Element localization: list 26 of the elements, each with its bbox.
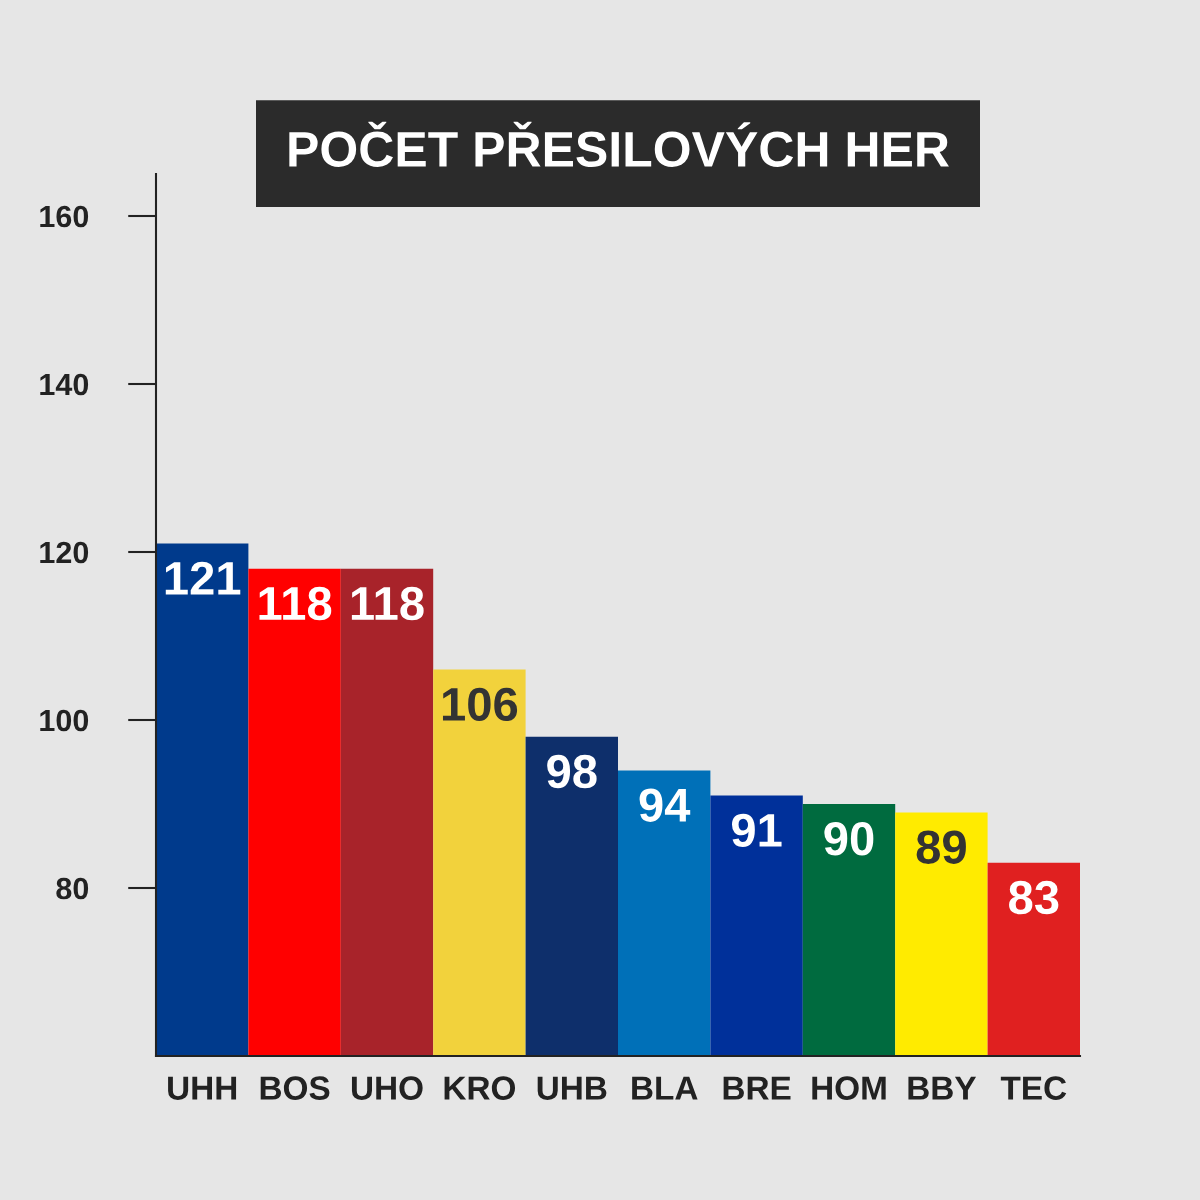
x-tick-label: UHH [168, 1076, 237, 1100]
data-label: 98 [547, 754, 597, 789]
x-tick-label: UHB [537, 1076, 607, 1100]
y-tick-label: 80 [56, 877, 89, 900]
data-label: 118 [351, 586, 424, 621]
data-label: 90 [824, 822, 874, 856]
data-label: 121 [165, 561, 241, 595]
y-tick-label: 160 [40, 205, 89, 228]
y-tick-label: 120 [40, 541, 89, 564]
x-tick-label: UHO [351, 1076, 423, 1100]
y-tick-label: 140 [40, 373, 89, 396]
y-tick-label: 100 [40, 709, 89, 732]
data-label: 118 [259, 586, 332, 621]
x-tick-label: BLA [632, 1076, 698, 1100]
x-tick-label: KRO [444, 1076, 516, 1100]
x-tick-label: BBY [908, 1076, 977, 1100]
x-tick-label: BOS [260, 1076, 330, 1100]
chart-title: POČET PŘESILOVÝCH HER [289, 121, 949, 168]
x-tick-label: HOM [812, 1076, 886, 1100]
data-label: 94 [639, 788, 691, 822]
x-tick-label: TEC [1000, 1076, 1067, 1100]
data-label: 83 [1009, 880, 1059, 915]
data-label: 106 [442, 687, 518, 722]
x-tick-label: BRE [723, 1076, 791, 1100]
data-label: 91 [731, 813, 782, 848]
data-label: 89 [916, 830, 966, 864]
